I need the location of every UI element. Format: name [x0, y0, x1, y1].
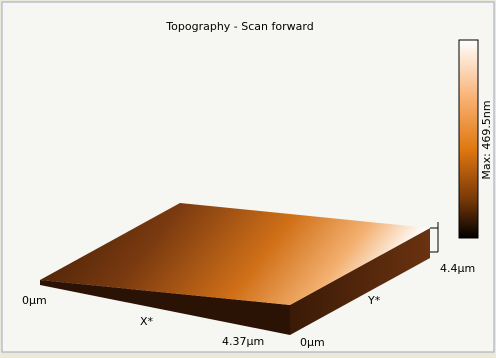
colorbar-label: Max: 469.5nm [480, 100, 493, 179]
scale-bracket [430, 222, 439, 253]
surface [40, 203, 430, 305]
y-label: Y* [367, 294, 381, 307]
side-right [290, 228, 430, 335]
y-start: 0µm [300, 336, 325, 349]
title: Topography - Scan forward [165, 20, 313, 33]
y-end: 4.4µm [440, 262, 475, 275]
x-label: X* [140, 315, 154, 328]
x-start: 0µm [22, 294, 47, 307]
side-front [40, 280, 290, 335]
colorbar [458, 39, 479, 239]
x-end: 4.37µm [222, 335, 264, 348]
